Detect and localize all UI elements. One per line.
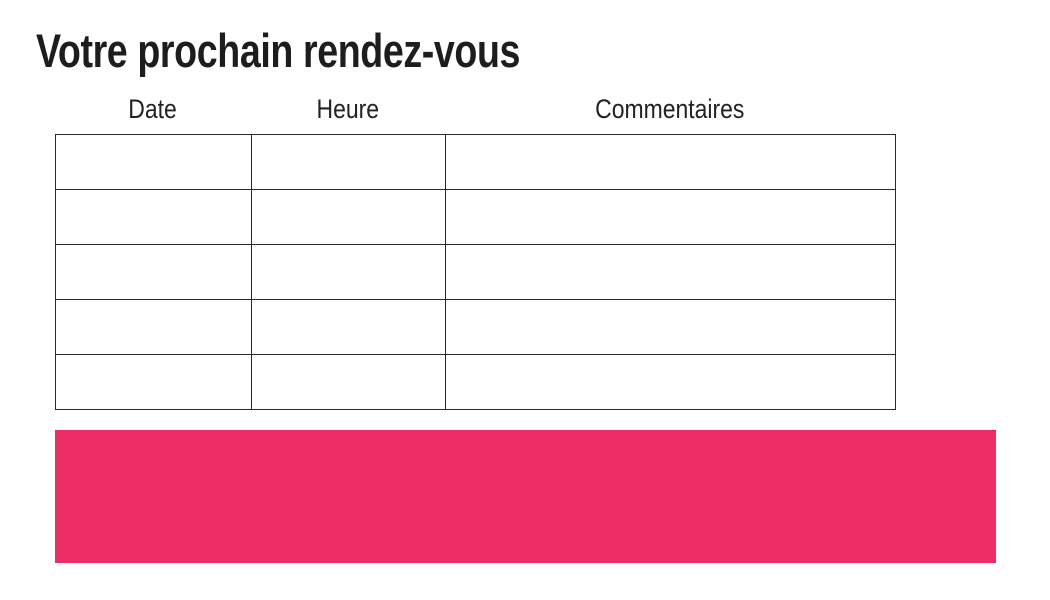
table-cell xyxy=(55,134,252,190)
table-cell xyxy=(445,189,896,245)
table-row xyxy=(55,244,896,300)
column-header-commentaires: Commentaires xyxy=(595,94,745,124)
table-row xyxy=(55,134,896,190)
table-cell xyxy=(445,244,896,300)
table-cell xyxy=(55,244,252,300)
appointments-table-body xyxy=(55,134,896,410)
table-cell xyxy=(445,134,896,190)
table-cell xyxy=(251,189,446,245)
table-row xyxy=(55,189,896,245)
column-header-heure: Heure xyxy=(316,94,380,124)
accent-banner xyxy=(55,430,996,563)
table-cell xyxy=(55,299,252,355)
column-header-date: Date xyxy=(128,94,178,124)
table-cell xyxy=(55,189,252,245)
table-cell xyxy=(251,134,446,190)
table-cell xyxy=(251,354,446,410)
page-title: Votre prochain rendez-vous xyxy=(36,24,521,77)
table-row xyxy=(55,299,896,355)
table-cell xyxy=(251,299,446,355)
table-cell xyxy=(445,299,896,355)
table-row xyxy=(55,354,896,410)
appointments-table xyxy=(55,134,896,410)
table-cell xyxy=(251,244,446,300)
table-cell xyxy=(55,354,252,410)
table-column-headers: Date Heure Commentaires xyxy=(0,93,1050,125)
table-cell xyxy=(445,354,896,410)
